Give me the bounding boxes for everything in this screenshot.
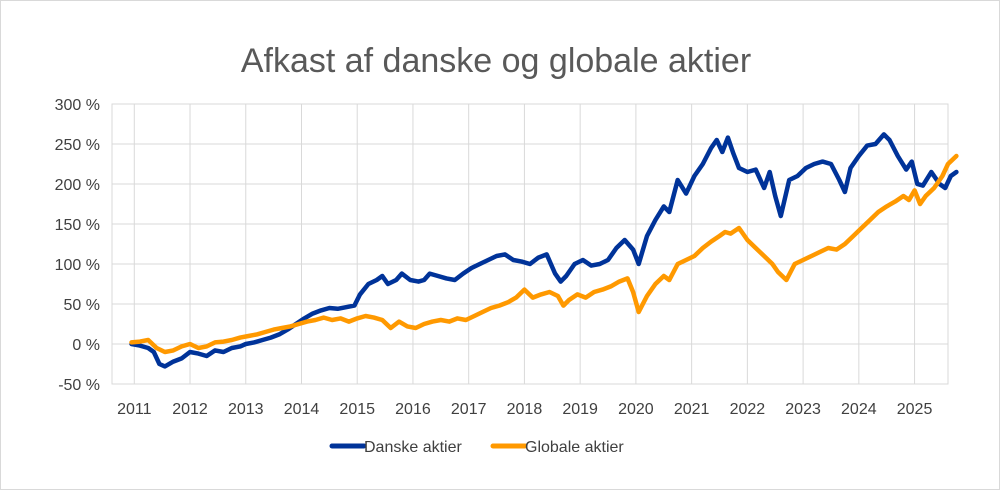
series-line-danske (129, 132, 959, 369)
series-lines (129, 132, 959, 369)
y-tick-label: 100 % (55, 257, 100, 274)
y-tick-label: 50 % (64, 297, 100, 314)
legend-label-globale: Globale aktier (525, 439, 624, 456)
x-tick-label: 2015 (339, 401, 375, 418)
x-tick-label: 2016 (395, 401, 431, 418)
series-line-globale (129, 153, 959, 355)
y-tick-label: -50 % (58, 377, 100, 394)
plot-area-border (111, 103, 949, 385)
legend-label-danske: Danske aktier (364, 439, 462, 456)
y-tick-label: 250 % (55, 137, 100, 154)
y-tick-label: 150 % (55, 217, 100, 234)
x-tick-label: 2012 (172, 401, 208, 418)
x-tick-label: 2022 (730, 401, 766, 418)
x-tick-label: 2013 (228, 401, 264, 418)
y-tick-label: 0 % (72, 337, 100, 354)
x-tick-label: 2019 (562, 401, 598, 418)
y-axis-labels: 300 % 250 % 200 % 150 % 100 % 50 % 0 % -50 % (55, 97, 100, 394)
x-tick-label: 2014 (284, 401, 320, 418)
x-axis-labels: 2011 2012 2013 2014 2015 2016 2017 2018 2019 2020… (117, 401, 932, 418)
x-tick-label: 2021 (674, 401, 710, 418)
chart-title: Afkast af danske og globale aktier (241, 42, 751, 80)
legend: Danske aktier Globale aktier (329, 439, 624, 456)
x-tick-label: 2017 (451, 401, 487, 418)
x-tick-label: 2023 (785, 401, 821, 418)
x-tick-label: 2020 (618, 401, 654, 418)
x-tick-label: 2025 (897, 401, 933, 418)
grid-lines (111, 103, 949, 385)
x-tick-label: 2024 (841, 401, 877, 418)
x-tick-label: 2018 (507, 401, 543, 418)
y-tick-label: 200 % (55, 177, 100, 194)
y-tick-label: 300 % (55, 97, 100, 114)
x-tick-label: 2011 (117, 401, 152, 418)
